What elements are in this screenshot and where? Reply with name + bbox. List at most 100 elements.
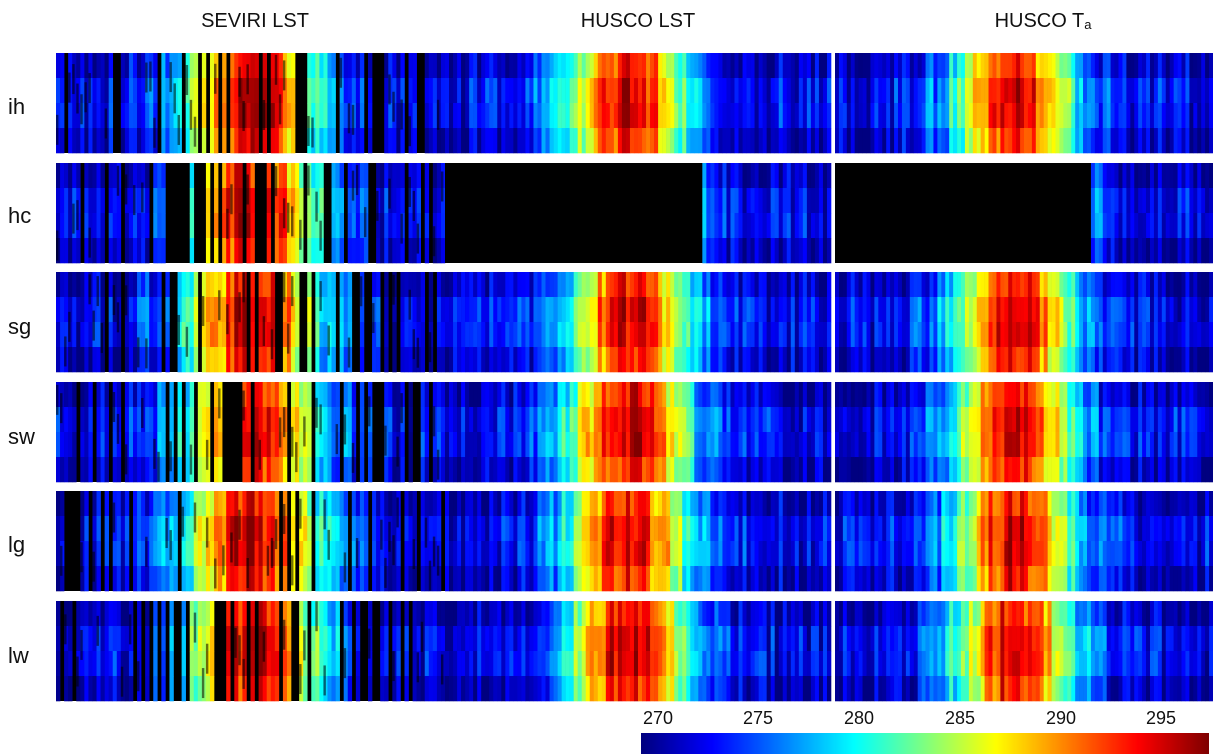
heat-cell (1016, 322, 1021, 348)
heat-cell (678, 651, 683, 677)
heat-cell (116, 626, 122, 652)
heat-cell (870, 128, 875, 154)
heat-cell (1063, 78, 1068, 104)
heat-cell (762, 676, 767, 702)
heat-cell (549, 128, 554, 154)
heat-cell (250, 297, 255, 323)
heat-cell (68, 163, 73, 189)
heat-cell (1027, 322, 1033, 348)
heat-cell (529, 601, 534, 627)
heat-cell (802, 347, 808, 373)
heat-cell (169, 103, 174, 129)
heat-cell (440, 457, 446, 483)
heat-cell (420, 457, 426, 483)
heat-cell (710, 78, 715, 104)
heat-cell (909, 128, 915, 154)
heat-cell (1126, 188, 1131, 214)
heat-cell (525, 491, 530, 517)
heat-cell (650, 566, 655, 592)
heat-cell (1118, 297, 1123, 323)
heat-cell (972, 407, 978, 433)
heat-cell (549, 651, 554, 677)
heat-cell (473, 541, 478, 567)
heat-cell (1177, 238, 1182, 264)
heat-cell (806, 382, 812, 408)
heat-cell (650, 457, 655, 483)
heat-cell (581, 676, 587, 702)
heat-cell (473, 566, 478, 592)
heat-cell (686, 491, 691, 517)
heat-cell (96, 53, 101, 79)
heat-cell (315, 103, 320, 129)
heat-cell (270, 491, 276, 517)
heat-cell (898, 347, 903, 373)
heat-cell (1020, 297, 1025, 323)
heat-cell (878, 322, 883, 348)
heat-cell (710, 566, 715, 592)
heat-cell (605, 297, 611, 323)
heat-cell (565, 407, 570, 433)
heat-cell (925, 382, 930, 408)
heat-cell (850, 128, 855, 154)
heat-cell (376, 322, 381, 348)
heat-cell (790, 626, 796, 652)
missing-cell (380, 519, 383, 550)
missing-cell (424, 517, 428, 548)
heat-cell (424, 676, 430, 702)
heat-cell (886, 432, 891, 458)
heat-cell (790, 272, 796, 298)
heat-cell (722, 457, 727, 483)
heat-cell (545, 322, 550, 348)
heat-cell (132, 103, 138, 129)
heat-cell (710, 53, 715, 79)
heat-cell (937, 407, 942, 433)
heat-cell (1098, 347, 1104, 373)
heat-cell (509, 347, 514, 373)
heat-cell (1193, 272, 1198, 298)
heat-cell (331, 297, 336, 323)
heat-cell (1087, 322, 1092, 348)
heat-cell (453, 676, 458, 702)
heat-cell (453, 541, 458, 567)
heat-cell (1142, 103, 1147, 129)
heat-cell (489, 676, 494, 702)
heat-cell (686, 322, 691, 348)
heat-cell (1063, 347, 1068, 373)
heat-cell (810, 297, 816, 323)
heat-cell (469, 457, 474, 483)
heat-cell (1205, 322, 1210, 348)
heat-cell (706, 516, 711, 542)
heat-cell (400, 163, 405, 189)
missing-cell (339, 57, 343, 88)
heat-cell (250, 163, 255, 189)
heat-cell (738, 53, 743, 79)
heat-cell (746, 297, 751, 323)
heat-cell (638, 601, 643, 627)
heat-cell (141, 516, 146, 542)
heat-cell (311, 163, 316, 189)
missing-cell (323, 665, 326, 696)
heat-cell (517, 78, 522, 104)
heat-cell (469, 128, 474, 154)
heat-cell (921, 347, 926, 373)
heat-cell (1209, 78, 1213, 104)
heat-cell (577, 601, 583, 627)
heat-cell (72, 382, 77, 408)
heat-cell (686, 297, 691, 323)
heat-cell (921, 53, 926, 79)
heat-cell (432, 676, 438, 702)
heat-cell (909, 272, 915, 298)
heat-cell (545, 491, 550, 517)
heat-cell (388, 238, 393, 264)
heat-cell (694, 541, 699, 567)
heat-cell (738, 238, 743, 264)
heat-cell (758, 457, 763, 483)
heat-cell (866, 53, 871, 79)
heat-cell (1153, 297, 1159, 323)
heat-cell (917, 78, 922, 104)
heat-cell (424, 407, 430, 433)
heat-cell (319, 601, 324, 627)
missing-cell (185, 65, 189, 96)
heat-cell (569, 347, 574, 373)
heat-cell (992, 347, 997, 373)
